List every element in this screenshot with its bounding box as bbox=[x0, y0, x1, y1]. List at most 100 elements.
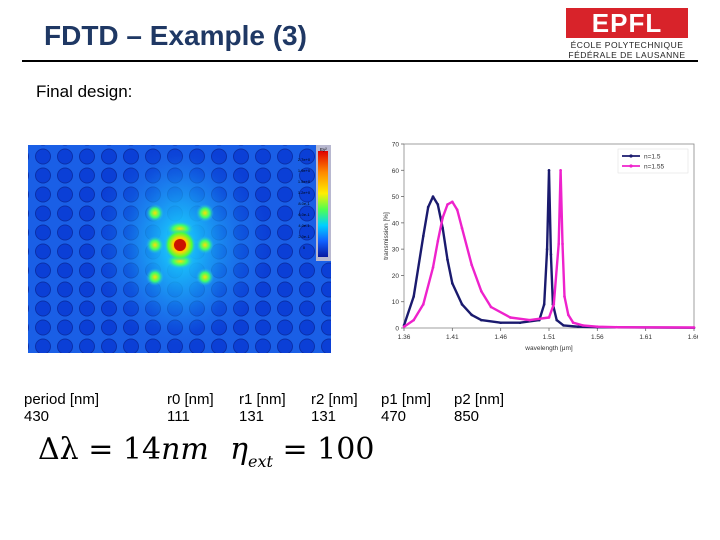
param-period: period [nm] 430 bbox=[24, 391, 99, 425]
x-tick-label: 1.51 bbox=[543, 334, 556, 341]
slide-title: FDTD – Example (3) bbox=[44, 20, 307, 51]
series-2-point bbox=[422, 303, 425, 306]
series-1-point bbox=[480, 318, 483, 322]
logo-line-2: FÉDÉRALE DE LAUSANNE bbox=[568, 50, 685, 60]
y-axis-label: transmission [%] bbox=[383, 212, 390, 260]
series-2-point bbox=[567, 313, 570, 317]
delta-lambda-unit: nm bbox=[161, 432, 209, 467]
param-value: 850 bbox=[454, 408, 480, 425]
field-distribution-image: Ey² 2.7e+0 1.9e+0 1.5e+0 1.2e+0 8.0e-1 6.0e-1… bbox=[28, 145, 331, 353]
eta-subscript: ext bbox=[247, 452, 273, 471]
series-1-point bbox=[545, 247, 549, 251]
param-header: period [nm] bbox=[24, 391, 100, 408]
logo-line-1: ÉCOLE POLYTECHNIQUE bbox=[571, 40, 684, 50]
series-1-point bbox=[499, 321, 502, 325]
final-design-label: Final design: bbox=[36, 82, 133, 101]
series-2-point bbox=[470, 263, 473, 267]
series-2-point bbox=[509, 316, 512, 319]
x-tick-label: 1.36 bbox=[398, 334, 411, 341]
series-2-point bbox=[552, 303, 556, 306]
colorbar-tick-label: 2.7e+0 bbox=[298, 157, 311, 162]
series-2-point bbox=[561, 242, 564, 246]
eta-symbol: η bbox=[230, 432, 248, 467]
epfl-logo: EPFL ÉCOLE POLYTECHNIQUE FÉDÉRALE DE LAU… bbox=[566, 8, 688, 60]
series-2-point bbox=[441, 216, 444, 219]
param-r0: r0 [nm] 111 bbox=[167, 391, 214, 425]
series-2-point bbox=[455, 208, 459, 212]
title-divider bbox=[22, 60, 698, 62]
x-tick-label: 1.61 bbox=[639, 334, 652, 341]
x-tick-label: 1.56 bbox=[591, 334, 604, 341]
series-2-point bbox=[451, 200, 454, 204]
series-2-point bbox=[596, 325, 599, 328]
series-2-point bbox=[547, 316, 551, 319]
series-1-point bbox=[542, 303, 546, 306]
param-value: 470 bbox=[381, 408, 407, 425]
param-header: r2 [nm] bbox=[311, 391, 358, 408]
series-1-point bbox=[412, 295, 415, 298]
delta-lambda-equation: Δλ = 14nm bbox=[38, 432, 209, 467]
param-value: 111 bbox=[167, 408, 190, 425]
series-2-point bbox=[412, 318, 415, 322]
series-2-point bbox=[557, 242, 560, 246]
legend-label: n=1.5 bbox=[644, 154, 661, 161]
logo-mark: EPFL bbox=[592, 8, 662, 38]
param-r1: r1 [nm] 131 bbox=[239, 391, 286, 425]
y-tick-label: 20 bbox=[392, 273, 400, 280]
y-tick-label: 30 bbox=[392, 247, 400, 254]
legend-box bbox=[617, 148, 689, 174]
series-2-point bbox=[431, 266, 435, 269]
series-1-point bbox=[436, 203, 440, 206]
series-1-point bbox=[518, 321, 522, 325]
transmission-chart: 0 10 20 30 40 50 60 70 1.36 1.41 1.46 1.51 1.56 1.61 1… bbox=[383, 142, 698, 353]
colorbar-tick-label: 1.5e+0 bbox=[298, 179, 311, 184]
series-2-point bbox=[436, 239, 440, 243]
y-tick-label: 60 bbox=[392, 168, 400, 175]
colorbar-tick-label: 1.9e+0 bbox=[298, 168, 311, 173]
delta-lambda-value: 14 bbox=[122, 432, 162, 467]
series-2-point bbox=[692, 326, 696, 329]
param-header: r1 [nm] bbox=[239, 391, 286, 408]
eta-value: 100 bbox=[317, 432, 375, 467]
x-axis-label: wavelength [μm] bbox=[524, 345, 573, 352]
param-header: r0 [nm] bbox=[167, 391, 214, 408]
series-2-point bbox=[559, 168, 562, 172]
series-2-point bbox=[446, 203, 449, 206]
param-p1: p1 [nm] 470 bbox=[381, 391, 431, 425]
series-2-point bbox=[581, 324, 585, 327]
colorbar-tick-label: 0 bbox=[303, 245, 306, 250]
colorbar-tick-label: 2.0e-1 bbox=[298, 234, 310, 239]
series-1-point bbox=[562, 324, 565, 327]
colorbar-tick-label: 4.0e-1 bbox=[298, 223, 310, 228]
param-p2: p2 [nm] 850 bbox=[454, 391, 504, 425]
legend-marker bbox=[629, 164, 633, 168]
series-2-point bbox=[563, 295, 566, 298]
series-1-point bbox=[576, 325, 580, 328]
legend-label: n=1.55 bbox=[644, 164, 664, 171]
param-value: 131 bbox=[239, 408, 265, 425]
y-tick-label: 50 bbox=[392, 194, 400, 201]
colorbar-tick-label: 8.0e-1 bbox=[298, 201, 310, 206]
series-2-point bbox=[489, 305, 493, 309]
series-1-point bbox=[547, 168, 551, 172]
series-2-point bbox=[460, 226, 464, 230]
series-1-point bbox=[549, 253, 553, 256]
series-1-point bbox=[441, 226, 444, 230]
legend-marker bbox=[629, 154, 633, 158]
series-2-point bbox=[615, 325, 618, 329]
y-tick-label: 0 bbox=[395, 326, 399, 333]
colorbar-title: Ey² bbox=[320, 147, 327, 152]
param-r2: r2 [nm] 131 bbox=[311, 391, 358, 425]
colorbar-tick-label: 1.2e+0 bbox=[298, 190, 311, 195]
colorbar-tick-label: 6.0e-1 bbox=[298, 212, 310, 217]
series-1-point bbox=[431, 195, 435, 198]
series-1-point bbox=[555, 318, 559, 322]
x-tick-label: 1.46 bbox=[494, 334, 507, 341]
param-header: p1 [nm] bbox=[381, 391, 432, 408]
eta-equation: ηext = 100 bbox=[230, 432, 375, 471]
series-1-point bbox=[422, 234, 425, 238]
x-tick-label: 1.66 bbox=[688, 334, 698, 341]
series-1-point bbox=[426, 205, 430, 209]
y-tick-label: 70 bbox=[392, 142, 400, 149]
series-2-point bbox=[571, 321, 575, 325]
